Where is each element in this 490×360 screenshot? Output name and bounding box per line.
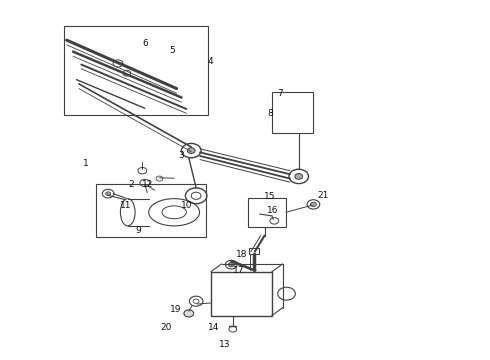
Circle shape [295, 174, 303, 179]
Bar [96, 184, 206, 237]
Text: 1: 1 [83, 159, 89, 168]
Text: 14: 14 [208, 323, 219, 332]
Text: 16: 16 [267, 206, 279, 215]
Text: 2: 2 [129, 180, 134, 189]
Bar [64, 26, 208, 116]
Bar [248, 198, 286, 226]
Text: 11: 11 [120, 201, 131, 210]
Text: 5: 5 [169, 46, 174, 55]
Circle shape [228, 262, 234, 267]
Text: 15: 15 [264, 192, 275, 201]
Text: 13: 13 [219, 340, 230, 349]
Text: 6: 6 [142, 39, 147, 48]
Bar [272, 92, 314, 134]
Text: 7: 7 [277, 89, 283, 98]
Text: 21: 21 [318, 190, 329, 199]
Text: 9: 9 [136, 226, 141, 235]
Text: 17: 17 [233, 266, 245, 275]
Bar [211, 272, 272, 316]
Text: 4: 4 [208, 57, 214, 66]
Text: 3: 3 [179, 151, 184, 160]
Text: 20: 20 [160, 323, 172, 332]
Circle shape [184, 310, 194, 317]
Circle shape [311, 202, 317, 207]
Text: 12: 12 [142, 180, 153, 189]
Text: 19: 19 [170, 305, 181, 314]
Circle shape [106, 192, 111, 195]
Text: 10: 10 [181, 201, 192, 210]
Bar [249, 248, 259, 254]
Text: 8: 8 [268, 109, 273, 118]
Circle shape [187, 148, 195, 153]
Text: 18: 18 [236, 250, 248, 259]
